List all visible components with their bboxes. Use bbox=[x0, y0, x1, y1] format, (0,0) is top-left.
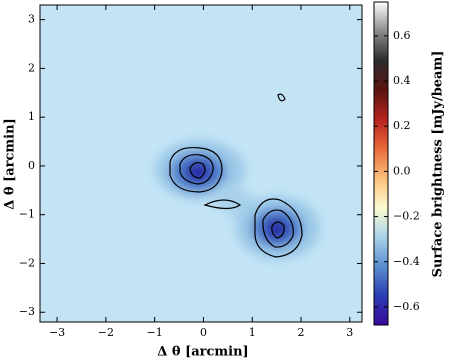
y-tick-label: 0 bbox=[28, 159, 35, 172]
y-tick-label: −3 bbox=[19, 305, 35, 318]
colorbar-tick-label: 0.2 bbox=[393, 119, 411, 132]
x-tick-label: 1 bbox=[249, 326, 256, 339]
colorbar-tick-label: −0.2 bbox=[393, 210, 420, 223]
x-tick-label: −3 bbox=[49, 326, 65, 339]
colorbar-tick-label: 0.6 bbox=[393, 29, 411, 42]
colorbar-tick-label: −0.6 bbox=[393, 300, 420, 313]
colorbar-tick-label: −0.4 bbox=[393, 255, 420, 268]
x-tick-label: −1 bbox=[147, 326, 163, 339]
x-tick-label: 3 bbox=[346, 326, 353, 339]
colorbar-tick-label: 0.4 bbox=[393, 74, 411, 87]
x-tick-label: 0 bbox=[200, 326, 207, 339]
plot-frame bbox=[39, 4, 363, 323]
map-image bbox=[40, 5, 362, 322]
colorbar-tick-label: 0.0 bbox=[393, 164, 411, 177]
x-tick-label: 2 bbox=[298, 326, 305, 339]
y-tick-label: −1 bbox=[19, 208, 35, 221]
y-tick-label: −2 bbox=[19, 256, 35, 269]
colorbar bbox=[373, 1, 389, 326]
x-tick-label: −2 bbox=[98, 326, 114, 339]
colorbar-label: Surface brightness [mJy/beam] bbox=[431, 51, 446, 278]
y-tick-label: 2 bbox=[28, 61, 35, 74]
y-axis-label: Δ θ [arcmin] bbox=[3, 118, 18, 209]
y-tick-label: 3 bbox=[28, 13, 35, 26]
y-tick-label: 1 bbox=[28, 110, 35, 123]
x-axis-label: Δ θ [arcmin] bbox=[157, 345, 248, 360]
